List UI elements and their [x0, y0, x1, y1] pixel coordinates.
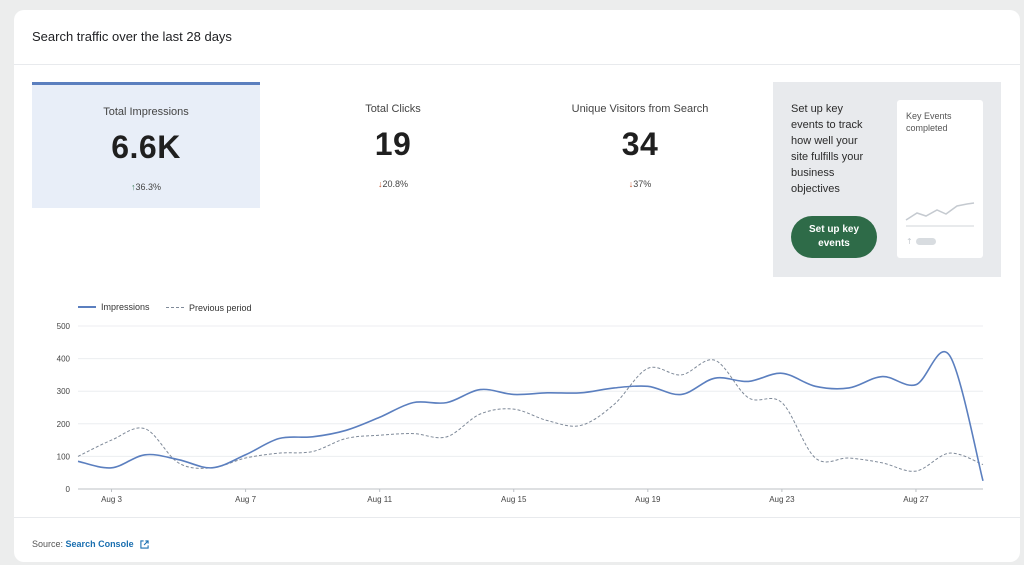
legend-swatch-dashed [166, 307, 185, 308]
key-events-preview-card: Key Events completed ↑ [897, 100, 983, 258]
source-prefix: Source: [32, 539, 64, 549]
y-tick-label: 300 [57, 387, 71, 396]
search-console-link[interactable]: Search Console [65, 539, 134, 549]
legend-label: Impressions [101, 302, 150, 312]
metric-value: 34 [621, 126, 659, 162]
preview-title: Key Events completed [906, 111, 952, 133]
card-footer: Source: Search Console [14, 517, 1020, 563]
metric-value: 19 [374, 126, 412, 162]
metric-label: Unique Visitors from Search [571, 103, 709, 115]
x-tick-label: Aug 19 [635, 495, 661, 504]
metric-change-value: 37% [633, 179, 652, 189]
x-tick-label: Aug 27 [903, 495, 929, 504]
metric-total-clicks[interactable]: Total Clicks 19 ↓20.8% [279, 82, 507, 208]
metric-change: ↓37% [526, 179, 754, 189]
y-tick-label: 400 [57, 355, 71, 364]
arrow-up-icon: ↑ [130, 182, 136, 192]
x-tick-label: Aug 7 [235, 495, 256, 504]
metric-change-value: 36.3% [135, 182, 162, 192]
metric-total-impressions[interactable]: Total Impressions 6.6K ↑36.3% [32, 82, 260, 208]
search-traffic-card: Search traffic over the last 28 days Tot… [14, 10, 1020, 562]
series-line-previous-period [77, 359, 984, 472]
y-tick-label: 500 [57, 322, 71, 331]
x-tick-label: Aug 15 [501, 495, 527, 504]
chart-legend: Impressions Previous period [78, 300, 266, 313]
metric-label: Total Impressions [103, 106, 189, 118]
metric-label: Total Clicks [365, 103, 421, 115]
card-title: Search traffic over the last 28 days [32, 29, 232, 44]
source-line: Source: Search Console [32, 539, 149, 549]
legend-swatch-solid [78, 306, 96, 308]
metric-change-value: 20.8% [382, 179, 409, 189]
arrow-down-icon: ↓ [628, 179, 634, 189]
legend-label: Previous period [189, 302, 252, 313]
external-link-icon[interactable] [140, 540, 149, 549]
metric-change: ↓20.8% [279, 179, 507, 189]
series-line-impressions [77, 351, 984, 482]
y-tick-label: 0 [66, 485, 71, 494]
legend-item-previous-period[interactable]: Previous period [166, 303, 252, 313]
y-tick-label: 100 [57, 452, 71, 461]
metric-unique-visitors[interactable]: Unique Visitors from Search 34 ↓37% [526, 82, 754, 208]
preview-sparkline: ↑ [905, 202, 975, 246]
y-tick-label: 200 [57, 420, 71, 429]
metric-change: ↑36.3% [32, 182, 260, 192]
preview-arrow-icon: ↑ [906, 237, 913, 246]
legend-item-impressions[interactable]: Impressions [78, 302, 150, 312]
key-events-promo: Set up key events to track how well your… [773, 82, 1001, 277]
traffic-chart: Impressions Previous period 0 100 200 300 40… [14, 290, 1020, 520]
preview-pill [916, 238, 936, 245]
setup-key-events-button[interactable]: Set up key events [791, 216, 877, 258]
arrow-down-icon: ↓ [377, 179, 383, 189]
x-tick-label: Aug 3 [101, 495, 122, 504]
card-header: Search traffic over the last 28 days [14, 10, 1020, 65]
promo-text: Set up key events to track how well your… [791, 103, 864, 195]
x-tick-label: Aug 11 [367, 495, 392, 504]
metric-value: 6.6K [111, 129, 181, 165]
x-tick-label: Aug 23 [769, 495, 795, 504]
chart-plot: 0 100 200 300 400 500 Aug 3 Aug 7 Aug 11 Aug 15 Au… [57, 322, 984, 504]
